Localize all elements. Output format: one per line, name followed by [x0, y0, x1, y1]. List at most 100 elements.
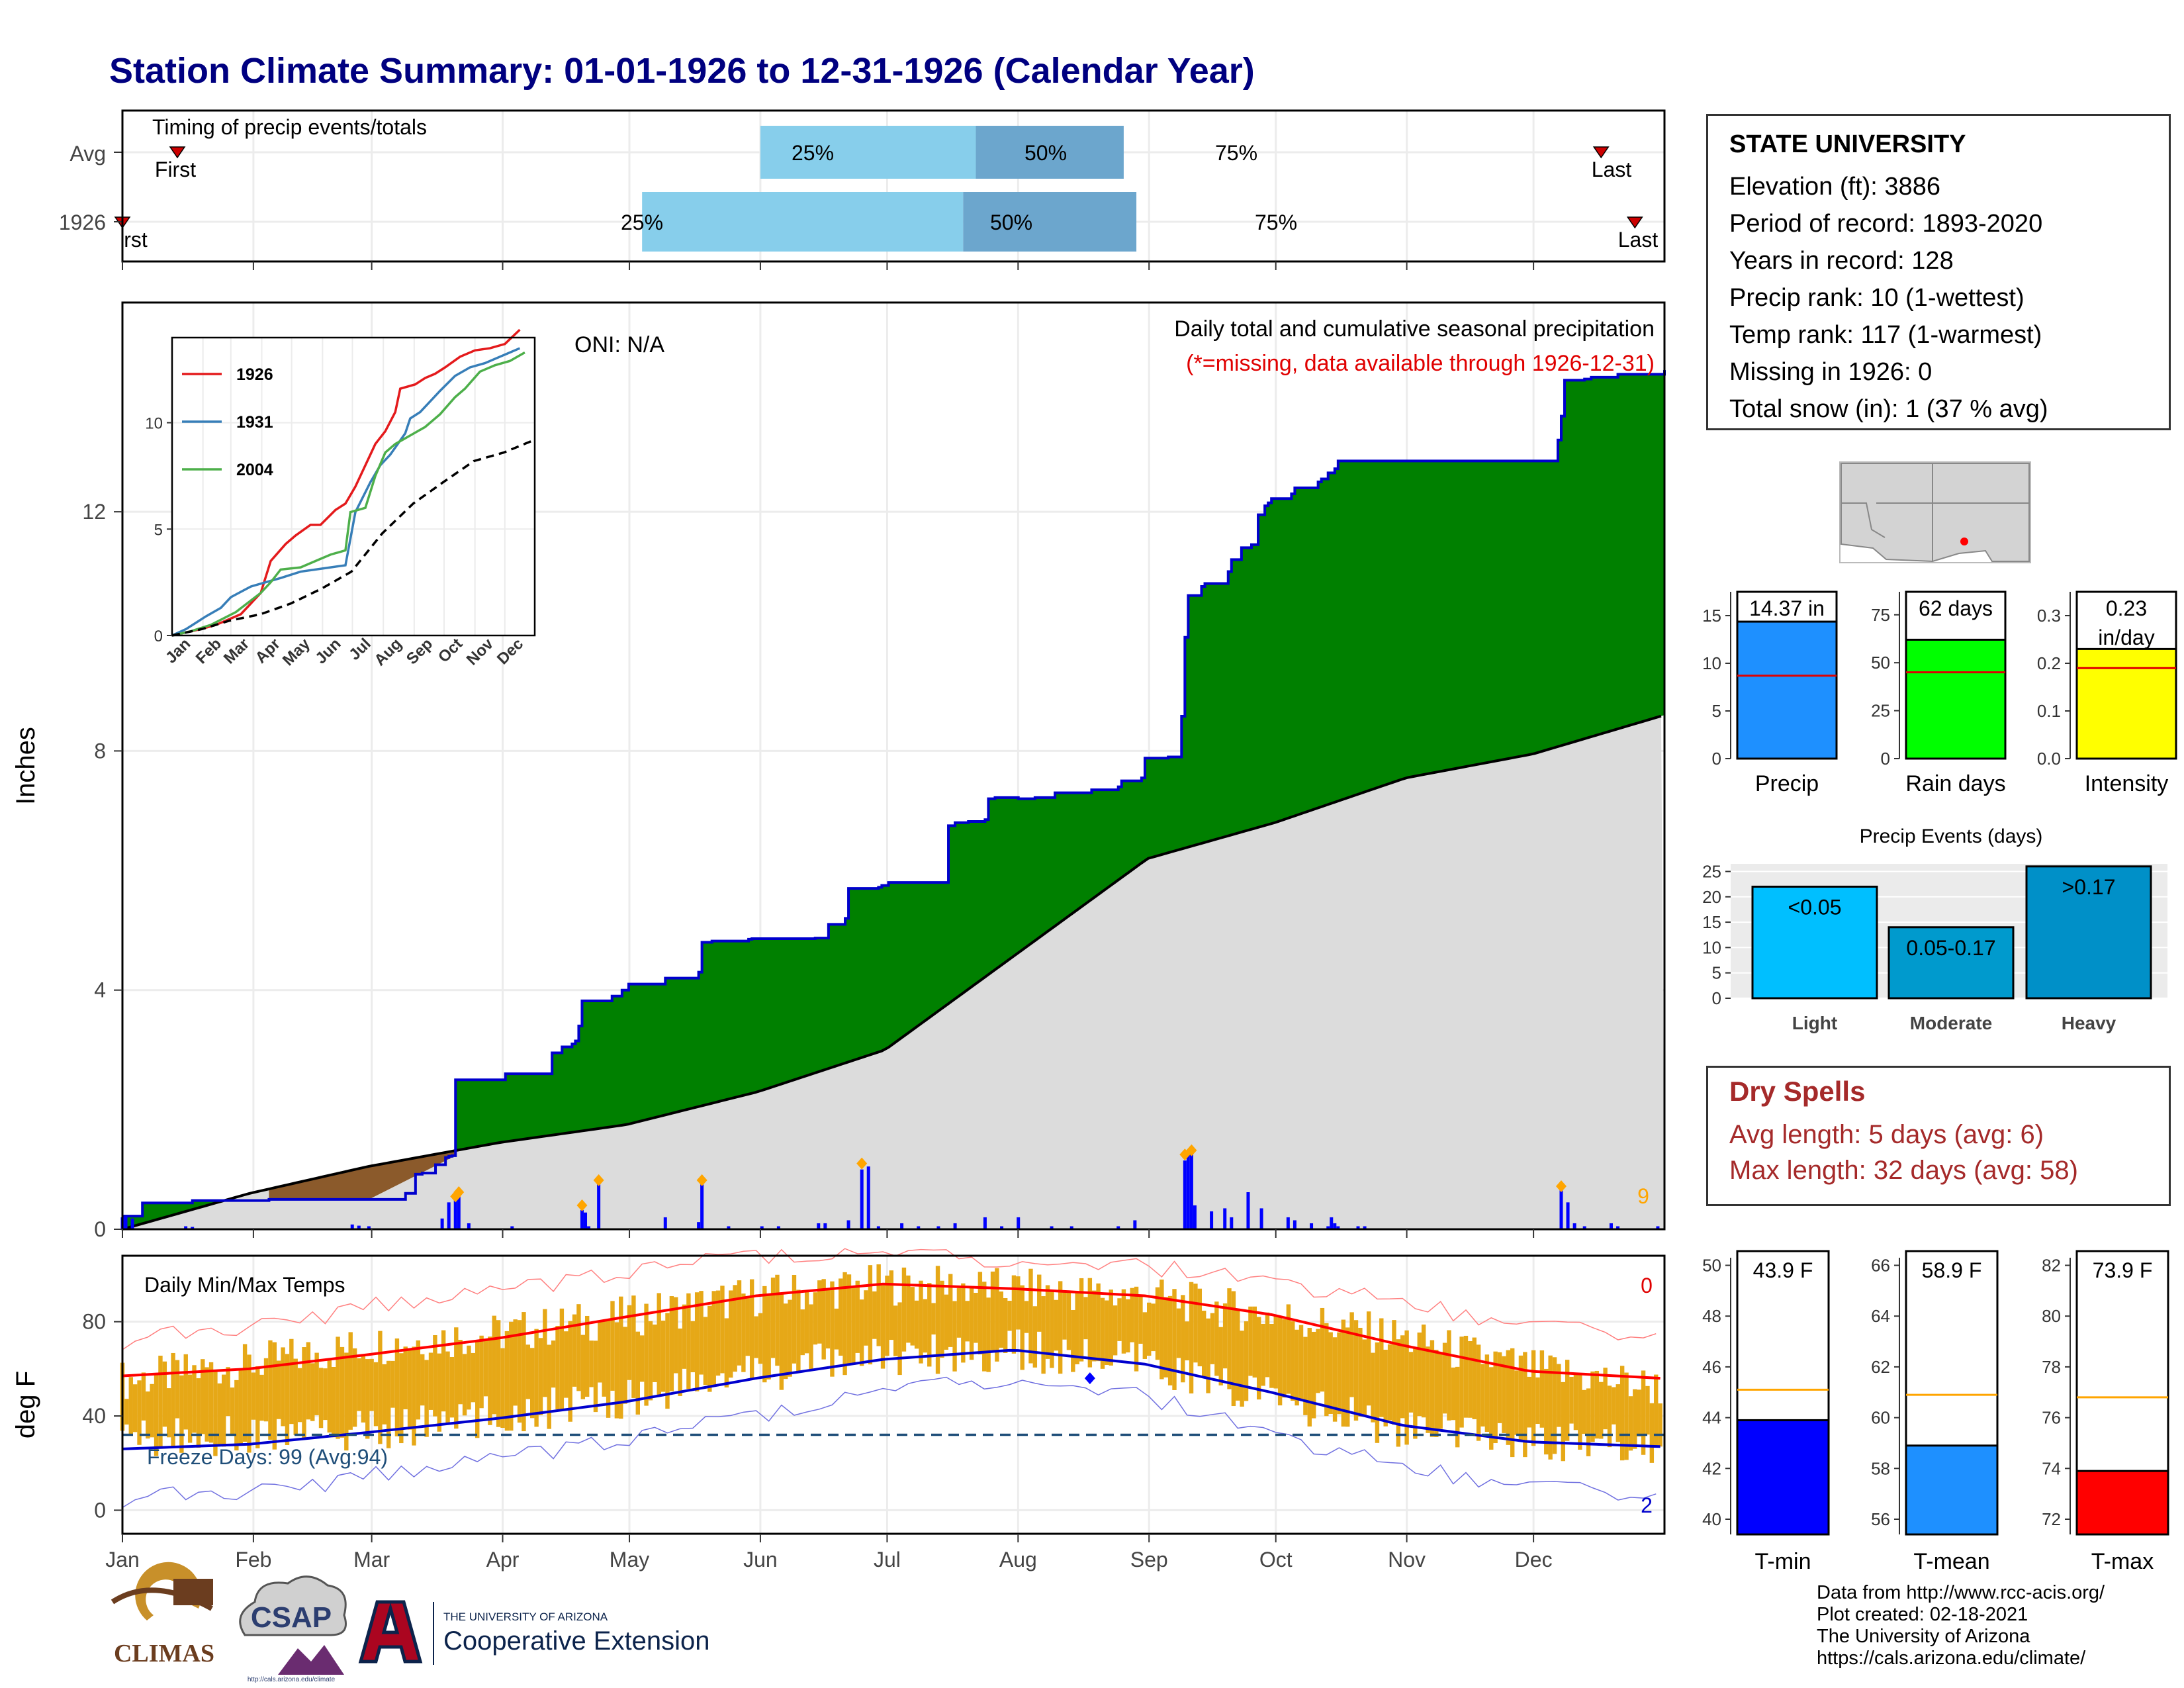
dry-spells-title: Dry Spells: [1729, 1076, 1866, 1107]
daily-temp-bar: [1328, 1332, 1333, 1415]
daily-temp-bar: [868, 1265, 873, 1365]
daily-temp-bar: [1573, 1374, 1578, 1430]
daily-temp-bar: [1421, 1324, 1426, 1418]
daily-temp-bar: [340, 1346, 345, 1438]
daily-temp-bar: [1561, 1382, 1565, 1462]
daily-temp-bar: [403, 1346, 408, 1409]
daily-temp-bar: [1654, 1374, 1659, 1448]
timing-p25-avg: 25%: [792, 141, 834, 165]
daily-temp-bar: [348, 1332, 353, 1430]
daily-temp-bar: [572, 1314, 577, 1387]
daily-precip-bar: [860, 1169, 864, 1229]
daily-temp-bar: [1244, 1321, 1249, 1401]
cumulative-panel: 0 4 8 12 Inches ONI: N/A Daily total and cu…: [11, 261, 1666, 1241]
month-label: Feb: [235, 1548, 271, 1571]
station-temp-rank: Temp rank: 117 (1-warmest): [1729, 321, 2042, 349]
timing-bar-q1-1926: [642, 192, 964, 252]
daily-temp-bar: [132, 1384, 138, 1432]
daily-temp-bar: [1037, 1274, 1042, 1332]
temp-title: Daily Min/Max Temps: [144, 1273, 345, 1297]
daily-temp-bar: [471, 1352, 476, 1403]
daily-temp-bar: [1552, 1357, 1557, 1454]
csap-logo: CSAP http://cals.arizona.edu/climate: [239, 1575, 347, 1683]
daily-precip-bar: [1186, 1154, 1190, 1229]
daily-temp-bar: [813, 1292, 818, 1345]
summary-y-tick-label: 42: [1702, 1458, 1721, 1478]
timing-last-marker-1926: [1626, 216, 1643, 229]
daily-precip-bar: [1310, 1223, 1314, 1229]
daily-precip-bar: [1017, 1217, 1021, 1229]
daily-temp-bar: [1400, 1335, 1405, 1419]
daily-temp-bar: [1231, 1291, 1236, 1407]
daily-temp-bar: [146, 1391, 150, 1439]
cumulative-y-tick-label: 0: [94, 1217, 106, 1241]
cumulative-avg-line: [122, 714, 1662, 1231]
daily-temp-bar: [956, 1288, 962, 1338]
daily-temp-bar: [285, 1354, 290, 1445]
summary-y-tick-label: 76: [2042, 1408, 2061, 1428]
daily-precip-bar: [1189, 1151, 1193, 1229]
daily-temp-bar: [1426, 1346, 1430, 1433]
daily-precip-bar: [350, 1224, 354, 1229]
daily-temp-bar: [729, 1290, 733, 1378]
avg-max-line: [122, 1282, 1661, 1380]
daily-temp-bar: [1345, 1327, 1350, 1427]
events-y-tick-label: 0: [1712, 988, 1721, 1008]
daily-precip-bar: [817, 1223, 821, 1229]
daily-temp-bar: [1493, 1351, 1498, 1444]
timing-p50-1926: 50%: [990, 211, 1032, 234]
daily-temp-bar: [796, 1289, 801, 1373]
daily-temp-bar: [1619, 1366, 1625, 1461]
csap-url: http://cals.arizona.edu/climate: [248, 1676, 336, 1683]
timing-p50-avg: 50%: [1024, 141, 1067, 165]
daily-temp-bar: [517, 1320, 522, 1423]
daily-precip-bar: [1050, 1226, 1054, 1229]
ua-a-mark: [358, 1600, 423, 1664]
daily-precip-bar: [1582, 1226, 1586, 1229]
daily-temp-bar: [268, 1340, 273, 1440]
daily-temp-bar: [880, 1285, 886, 1369]
daily-precip-bar: [823, 1223, 827, 1229]
page-title: Station Climate Summary: 01-01-1926 to 1…: [109, 51, 1255, 91]
daily-temp-bar: [644, 1303, 649, 1406]
daily-precip-bar: [1193, 1205, 1197, 1229]
daily-temp-bar: [1210, 1313, 1215, 1364]
csap-cloud: [239, 1575, 347, 1636]
events-category-label: Moderate: [1910, 1013, 1992, 1033]
month-label: Nov: [1388, 1548, 1426, 1571]
daily-temp-bar: [1011, 1275, 1017, 1354]
daily-temp-bar: [449, 1356, 455, 1418]
daily-temp-bar: [1603, 1368, 1608, 1430]
timing-bar-q2-1926: [963, 192, 1137, 252]
daily-temp-bar: [614, 1322, 619, 1419]
daily-temp-bar: [834, 1308, 839, 1350]
daily-temp-bar: [889, 1270, 894, 1340]
daily-temp-bar: [441, 1330, 446, 1412]
summary-value-label-Intensity: in/day: [2098, 626, 2154, 649]
daily-temp-bar: [1113, 1305, 1118, 1356]
ua-big-text: Cooperative Extension: [443, 1626, 709, 1656]
daily-temp-bar: [901, 1267, 907, 1352]
daily-temp-bar: [445, 1351, 450, 1425]
daily-temp-bar: [627, 1305, 632, 1380]
daily-temp-bar: [1612, 1387, 1616, 1425]
daily-temp-bar: [657, 1293, 661, 1397]
summary-y-tick-label: 58: [1871, 1458, 1890, 1478]
daily-temp-bar: [825, 1289, 831, 1349]
month-label: Oct: [1259, 1548, 1293, 1571]
daily-precip-bar: [1210, 1211, 1214, 1229]
daily-temp-bar: [1316, 1329, 1320, 1393]
daily-temp-bar: [568, 1321, 572, 1422]
daily-temp-bar: [1100, 1297, 1105, 1369]
daily-temp-bar: [175, 1360, 180, 1419]
daily-temp-bar: [1607, 1385, 1612, 1448]
daily-temp-bar: [1282, 1319, 1287, 1398]
daily-temp-bar: [648, 1321, 653, 1401]
daily-temp-bar: [580, 1335, 586, 1399]
climas-logo: CLIMAS: [111, 1562, 214, 1667]
daily-temp-bar: [779, 1292, 784, 1390]
daily-temp-bar: [792, 1274, 797, 1364]
daily-temp-bar: [1147, 1302, 1152, 1356]
avg-min-line: [122, 1348, 1661, 1450]
daily-temp-bar: [576, 1304, 581, 1391]
